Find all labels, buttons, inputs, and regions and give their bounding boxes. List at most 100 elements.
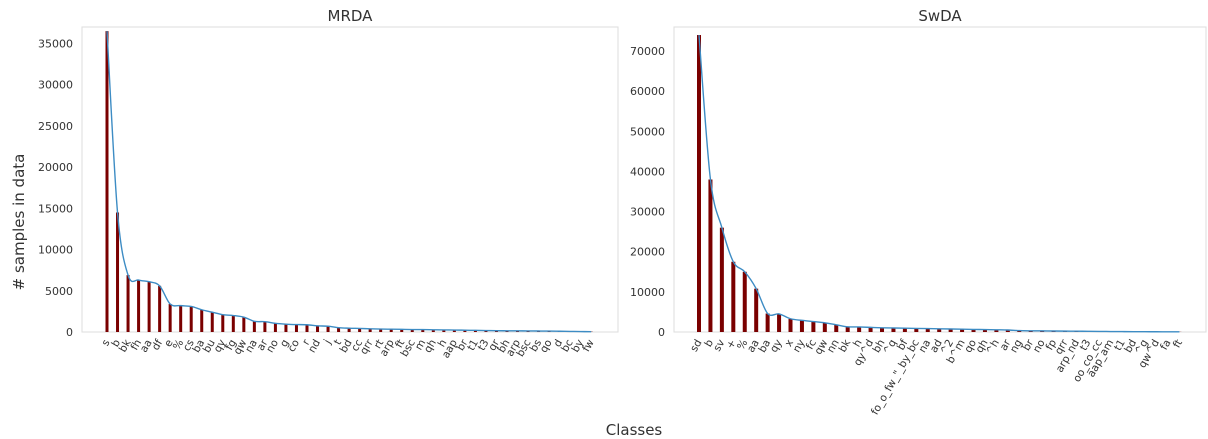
y-tick-label: 15000 — [38, 202, 73, 215]
bar — [463, 330, 467, 332]
x-tick-label: bs — [528, 338, 544, 355]
x-tick-label: t1 — [465, 338, 481, 353]
y-tick-label: 50000 — [630, 125, 665, 138]
bar — [452, 330, 456, 332]
x-tick-label: qo — [538, 338, 555, 355]
bar — [765, 313, 770, 332]
x-tick-label: qh — [422, 338, 439, 356]
bar — [822, 322, 827, 332]
x-axis-label: Classes — [606, 421, 663, 439]
x-tick-label: t — [332, 338, 344, 348]
bar — [158, 285, 162, 332]
x-tick-label: qy — [768, 338, 785, 355]
x-tick-label: t3 — [1078, 338, 1094, 353]
bar — [347, 328, 351, 332]
bar — [1017, 330, 1022, 332]
bar — [221, 314, 225, 332]
bar — [126, 275, 130, 332]
x-tick-label: bd — [338, 338, 355, 356]
x-tick-label: df — [150, 337, 166, 352]
x-tick-label: by — [569, 338, 586, 355]
x-tick-label: fw — [580, 337, 597, 354]
y-tick-label: 25000 — [38, 120, 73, 133]
bar — [891, 327, 896, 332]
x-tick-label: nd — [306, 338, 323, 356]
bar — [168, 303, 172, 332]
bar — [948, 328, 953, 332]
bar — [179, 305, 183, 332]
bar — [473, 330, 477, 332]
x-tick-label: qo — [962, 338, 979, 355]
bar — [925, 328, 930, 332]
x-tick-label: h — [436, 338, 450, 350]
bar — [337, 327, 341, 332]
y-tick-label: 20000 — [38, 161, 73, 174]
plot-frame — [673, 26, 1207, 333]
x-tick-label: qh — [973, 338, 990, 356]
x-tick-label: s — [99, 338, 112, 349]
x-tick-label: nn — [825, 338, 842, 356]
bar — [868, 327, 873, 332]
x-tick-label: no — [264, 338, 281, 355]
x-tick-label: cs — [181, 338, 197, 354]
bar — [273, 323, 277, 332]
bar — [210, 312, 214, 332]
bar — [358, 328, 362, 332]
bar — [431, 329, 435, 332]
bar — [937, 328, 942, 332]
x-tick-label: fh — [129, 338, 145, 353]
bar — [914, 328, 919, 332]
bar — [316, 325, 320, 332]
bar — [719, 227, 724, 332]
bar — [242, 317, 246, 332]
bar — [389, 329, 393, 332]
y-tick-label: 10000 — [630, 286, 665, 299]
bar — [284, 324, 288, 332]
bar — [788, 318, 793, 332]
x-tick-label: d — [551, 338, 565, 350]
bar — [147, 281, 151, 332]
bar — [731, 261, 736, 332]
y-axis-label: # samples in data — [10, 154, 28, 291]
x-tick-label: ft — [1171, 338, 1185, 351]
x-tick-label: aa — [138, 338, 155, 355]
y-tick-label: 60000 — [630, 85, 665, 98]
x-tick-label: x — [783, 338, 797, 349]
y-tick-label: 70000 — [630, 45, 665, 58]
bar — [305, 324, 309, 332]
x-tick-label: bu — [201, 338, 218, 356]
x-tick-label: co — [286, 338, 302, 355]
x-tick-label: bh — [871, 338, 888, 356]
bar — [137, 280, 141, 332]
bar — [421, 329, 425, 332]
x-tick-label: j — [321, 338, 333, 347]
y-tick-label: 35000 — [38, 37, 73, 50]
x-tick-label: ba — [756, 338, 773, 355]
x-tick-label: cc — [349, 337, 365, 353]
x-tick-label: g — [278, 338, 292, 350]
x-tick-label: bk — [837, 337, 854, 355]
x-tick-label: sv — [711, 338, 727, 354]
y-tick-label: 40000 — [630, 165, 665, 178]
x-tick-label: t1 — [1112, 338, 1128, 353]
x-tick-label: aa — [745, 338, 762, 355]
y-tick-label: 20000 — [630, 246, 665, 259]
bar — [982, 329, 987, 332]
trend-curve — [106, 31, 592, 333]
x-tick-label: ng — [1008, 337, 1025, 355]
trend-curve — [698, 34, 1180, 333]
bar — [484, 330, 488, 332]
bar — [189, 306, 193, 332]
x-tick-label: fg — [223, 338, 239, 353]
chart-title: SwDA — [918, 7, 962, 25]
bar — [326, 326, 330, 332]
bar — [1005, 329, 1010, 332]
bar — [994, 329, 999, 332]
bar — [263, 321, 267, 332]
x-tick-label: r — [300, 337, 313, 347]
x-tick-label: qy — [212, 338, 229, 355]
bar — [294, 324, 298, 332]
x-tick-label: e — [162, 338, 176, 350]
bar — [799, 320, 804, 332]
mrda-panel: MRDA 0 5000 10000 15000 20000 25000 30000 35000… — [38, 7, 619, 360]
